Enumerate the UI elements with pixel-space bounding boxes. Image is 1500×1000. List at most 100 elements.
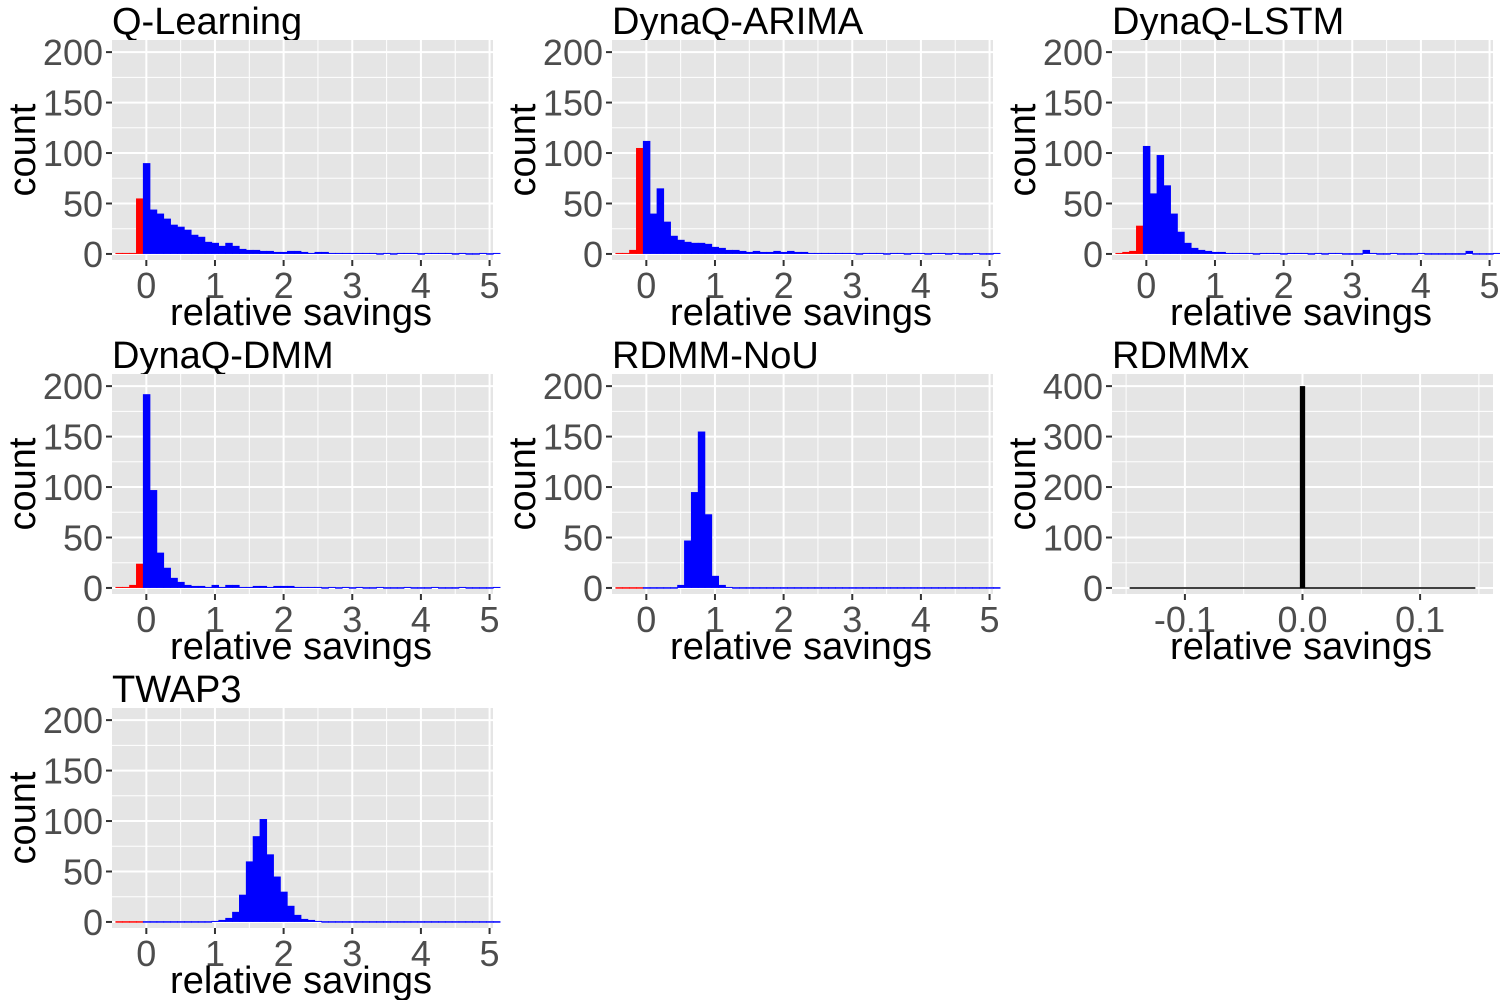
y-tick-label: 50 [63,183,103,224]
y-tick-label: 150 [43,417,103,458]
y-tick-label: 200 [543,32,603,73]
histogram-bar [1136,225,1144,254]
histogram-bar [684,540,692,588]
y-tick-label: 200 [1043,467,1103,508]
x-tick-label: 3 [1342,265,1362,306]
histogram-bar [266,854,274,922]
y-axis-title: count [2,437,44,530]
histogram-bar [787,250,795,254]
histogram-bar [677,239,685,254]
histogram-bar [725,249,733,254]
histogram-bar [807,252,816,254]
y-tick-label: 200 [43,700,103,741]
histogram-bar [341,252,350,254]
histogram-bar [1122,251,1130,254]
histogram-bar [848,252,857,254]
histogram-bar [252,249,261,254]
histogram-bar [280,251,288,254]
histogram-bar [814,252,822,254]
histogram-bar [287,250,295,254]
histogram-bar [424,252,432,254]
histogram-bar [307,252,316,254]
x-tick-label: 2 [1274,265,1294,306]
x-tick-label: 1 [705,265,725,306]
x-tick-label: 2 [274,933,294,974]
y-tick-label: 50 [563,183,603,224]
histogram-bar [1273,252,1281,254]
histogram-bar [690,242,699,254]
histogram-bar [993,252,1001,254]
histogram-bar [245,861,254,922]
histogram-bar [252,836,261,922]
y-tick-label: 150 [1043,83,1103,124]
y-tick-label: 100 [1043,517,1103,558]
y-tick-label: 150 [543,417,603,458]
panel-title: TWAP3 [112,669,242,711]
histogram-bar [835,252,843,254]
histogram-bar [184,584,192,588]
histogram-bar [890,252,898,254]
histogram-bar [403,586,412,588]
x-tick-label: 1 [1205,265,1225,306]
panel-title: RDMMx [1112,335,1249,377]
histogram-bar [232,911,240,922]
histogram-bar [239,894,247,922]
histogram-bar [129,584,137,588]
x-tick-label: 0 [136,933,156,974]
histogram-bar [1239,252,1247,254]
histogram-bar [259,819,268,922]
x-tick-label: 5 [980,265,1000,306]
panel-background [112,40,493,260]
histogram-bar [629,249,637,254]
histogram-bar [149,209,158,254]
histogram-bar [1266,252,1274,254]
y-tick-label: 0 [1083,568,1103,609]
y-tick-label: 0 [1083,234,1103,275]
histogram-bar [780,251,788,254]
y-axis-title: count [2,771,44,864]
histogram-bar [1218,251,1226,254]
histogram-bar [122,252,130,254]
histogram-bar [951,252,960,254]
x-tick-label: 2 [274,265,294,306]
histogram-bar [197,585,206,588]
histogram-bar [1225,252,1233,254]
x-tick-label: 3 [342,599,362,640]
x-tick-label: 0.0 [1277,599,1327,640]
histogram-bar [149,490,158,588]
histogram-bar [766,251,774,254]
histogram-bar [670,235,678,254]
histogram-bar [355,252,364,254]
histogram-bar [1142,145,1151,254]
x-tick-label: 4 [911,265,931,306]
histogram-bar [1314,252,1322,254]
histogram-bar [684,241,692,254]
histogram-bar [656,188,665,254]
histogram-bar [1328,252,1336,254]
x-axis-title: relative savings [1170,292,1432,334]
x-tick-label: 5 [480,933,500,974]
panel-background [112,708,493,928]
histogram-bar [1335,252,1343,254]
histogram-bar [828,252,836,254]
histogram-bar [732,249,740,254]
x-tick-label: 3 [342,265,362,306]
histogram-bar [142,394,151,588]
y-tick-label: 200 [543,366,603,407]
histogram-bar [218,245,226,254]
histogram-bar [225,584,233,588]
histogram-bar [122,586,130,588]
histogram-bar [218,919,226,922]
histogram-bar [170,577,178,588]
histogram-bar [1390,252,1398,254]
histogram-bar [869,252,877,254]
histogram-bar [1299,386,1306,588]
histogram-bar [1493,252,1500,254]
histogram-bar [211,242,220,254]
histogram-bar [718,584,726,588]
